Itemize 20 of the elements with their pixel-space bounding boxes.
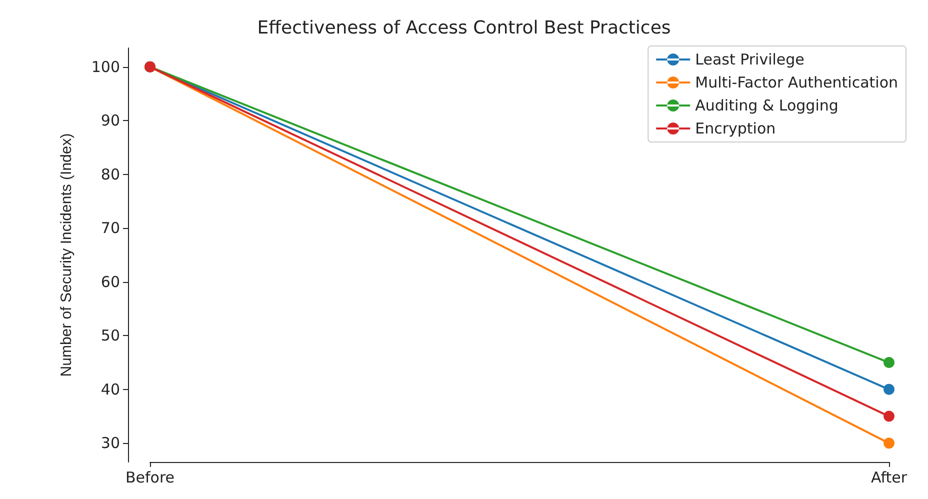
y-tick-label: 50 (100, 326, 120, 345)
y-axis-title: Number of Security Incidents (Index) (58, 133, 75, 377)
y-tick-label: 100 (91, 58, 120, 76)
y-tick-label: 60 (100, 272, 120, 291)
point (884, 357, 894, 368)
chart-title: Effectiveness of Access Control Best Practices (257, 18, 671, 38)
y-tick-label: 40 (100, 380, 120, 398)
y-tick-label: 70 (100, 219, 120, 238)
legend-label: Least Privilege (695, 50, 804, 68)
y-tick-label: 30 (100, 434, 120, 452)
legend-label: Multi-Factor Authentication (695, 74, 898, 92)
y-tick-label: 80 (100, 165, 120, 184)
point (884, 438, 894, 449)
point (884, 410, 894, 422)
x-tick-label: Before (125, 468, 175, 486)
point (884, 384, 894, 395)
legend-label: Encryption (695, 120, 776, 138)
x-tick-label: After (870, 468, 908, 486)
legend-label: Auditing & Logging (695, 96, 838, 114)
y-tick-label: 90 (100, 112, 120, 130)
